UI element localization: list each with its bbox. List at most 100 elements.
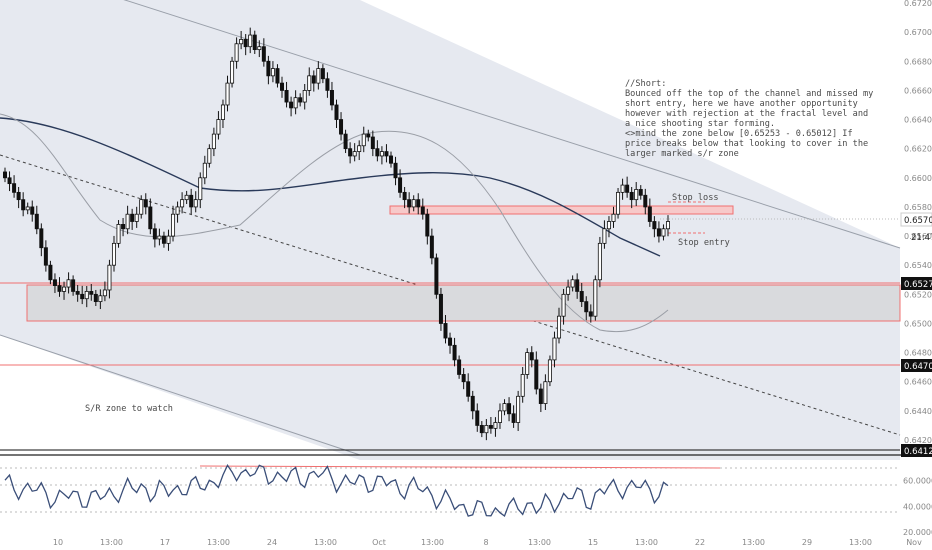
candle[interactable] <box>602 220 607 249</box>
candle[interactable] <box>198 172 203 209</box>
candle[interactable] <box>21 192 26 217</box>
candle[interactable] <box>34 205 39 235</box>
candle[interactable] <box>71 275 76 296</box>
candle[interactable] <box>225 75 230 112</box>
candle[interactable] <box>216 111 221 140</box>
candle[interactable] <box>361 126 366 153</box>
candle[interactable] <box>102 281 107 302</box>
candle[interactable] <box>520 367 525 403</box>
candle[interactable] <box>143 193 148 215</box>
candle[interactable] <box>257 40 262 58</box>
candle[interactable] <box>497 403 502 429</box>
candle[interactable] <box>434 253 439 299</box>
candle[interactable] <box>152 223 157 248</box>
candle[interactable] <box>193 191 198 213</box>
candle[interactable] <box>588 304 593 323</box>
candle[interactable] <box>311 70 316 92</box>
candle[interactable] <box>398 169 403 198</box>
candle[interactable] <box>584 296 589 321</box>
candle[interactable] <box>161 231 166 248</box>
candle[interactable] <box>12 175 17 198</box>
candle[interactable] <box>529 346 534 368</box>
candle[interactable] <box>384 144 389 163</box>
candle[interactable] <box>293 90 298 115</box>
candle[interactable] <box>402 186 407 209</box>
candle[interactable] <box>448 332 453 354</box>
candle[interactable] <box>461 368 466 390</box>
candle[interactable] <box>616 187 621 219</box>
candle[interactable] <box>239 30 244 50</box>
candle[interactable] <box>284 81 289 108</box>
candle[interactable] <box>52 273 57 294</box>
candle[interactable] <box>89 283 94 301</box>
candle[interactable] <box>66 272 71 294</box>
candle[interactable] <box>484 419 489 441</box>
candle[interactable] <box>220 99 225 128</box>
candle[interactable] <box>534 351 539 395</box>
sma-short-line[interactable] <box>0 113 669 333</box>
candle[interactable] <box>470 390 475 420</box>
candle[interactable] <box>597 236 602 288</box>
candle[interactable] <box>261 38 266 67</box>
candle[interactable] <box>298 93 303 107</box>
candle[interactable] <box>611 206 616 228</box>
candle[interactable] <box>230 56 235 88</box>
candle[interactable] <box>661 224 666 241</box>
candle[interactable] <box>62 281 67 300</box>
candle[interactable] <box>180 192 185 214</box>
candle[interactable] <box>352 143 357 162</box>
candle[interactable] <box>343 129 348 154</box>
candle[interactable] <box>488 416 493 434</box>
candle[interactable] <box>388 151 393 168</box>
candle[interactable] <box>39 223 44 257</box>
candle[interactable] <box>416 193 421 215</box>
candle[interactable] <box>243 34 248 56</box>
candle[interactable] <box>647 198 652 227</box>
candle[interactable] <box>248 27 253 54</box>
rsi-resistance-line[interactable] <box>199 465 721 469</box>
candle[interactable] <box>375 140 380 162</box>
candle[interactable] <box>420 198 425 220</box>
candle[interactable] <box>202 155 207 185</box>
candle[interactable] <box>166 229 171 251</box>
candle[interactable] <box>252 30 257 54</box>
candle[interactable] <box>606 216 611 238</box>
candle[interactable] <box>148 198 153 235</box>
descending-channel[interactable] <box>0 0 900 460</box>
candle[interactable] <box>634 182 639 207</box>
candle[interactable] <box>175 201 180 223</box>
candle[interactable] <box>30 200 35 222</box>
candle[interactable] <box>25 202 30 215</box>
candle[interactable] <box>366 129 371 142</box>
candle[interactable] <box>511 405 516 428</box>
candle[interactable] <box>493 417 498 437</box>
candle[interactable] <box>184 190 189 205</box>
candle[interactable] <box>570 275 575 292</box>
candle[interactable] <box>234 37 239 69</box>
stop-loss-zone[interactable] <box>389 205 734 215</box>
candle[interactable] <box>575 273 580 299</box>
candle[interactable] <box>466 373 471 402</box>
candle[interactable] <box>629 186 634 209</box>
candle[interactable] <box>107 259 112 299</box>
candle[interactable] <box>320 64 325 84</box>
candle[interactable] <box>557 307 562 344</box>
candle[interactable] <box>16 186 21 209</box>
candle[interactable] <box>125 205 130 235</box>
sr-zone[interactable] <box>26 284 901 322</box>
candle[interactable] <box>316 61 321 90</box>
candle[interactable] <box>93 289 98 306</box>
candle[interactable] <box>411 195 416 212</box>
candle[interactable] <box>507 397 512 422</box>
candle[interactable] <box>157 228 162 246</box>
candle[interactable] <box>211 127 216 157</box>
candle[interactable] <box>134 206 139 228</box>
candle[interactable] <box>625 176 630 198</box>
candle[interactable] <box>80 285 85 305</box>
candle[interactable] <box>189 188 194 215</box>
candle[interactable] <box>121 218 126 237</box>
channel-bottom-line[interactable] <box>0 334 361 456</box>
candle[interactable] <box>656 221 661 243</box>
